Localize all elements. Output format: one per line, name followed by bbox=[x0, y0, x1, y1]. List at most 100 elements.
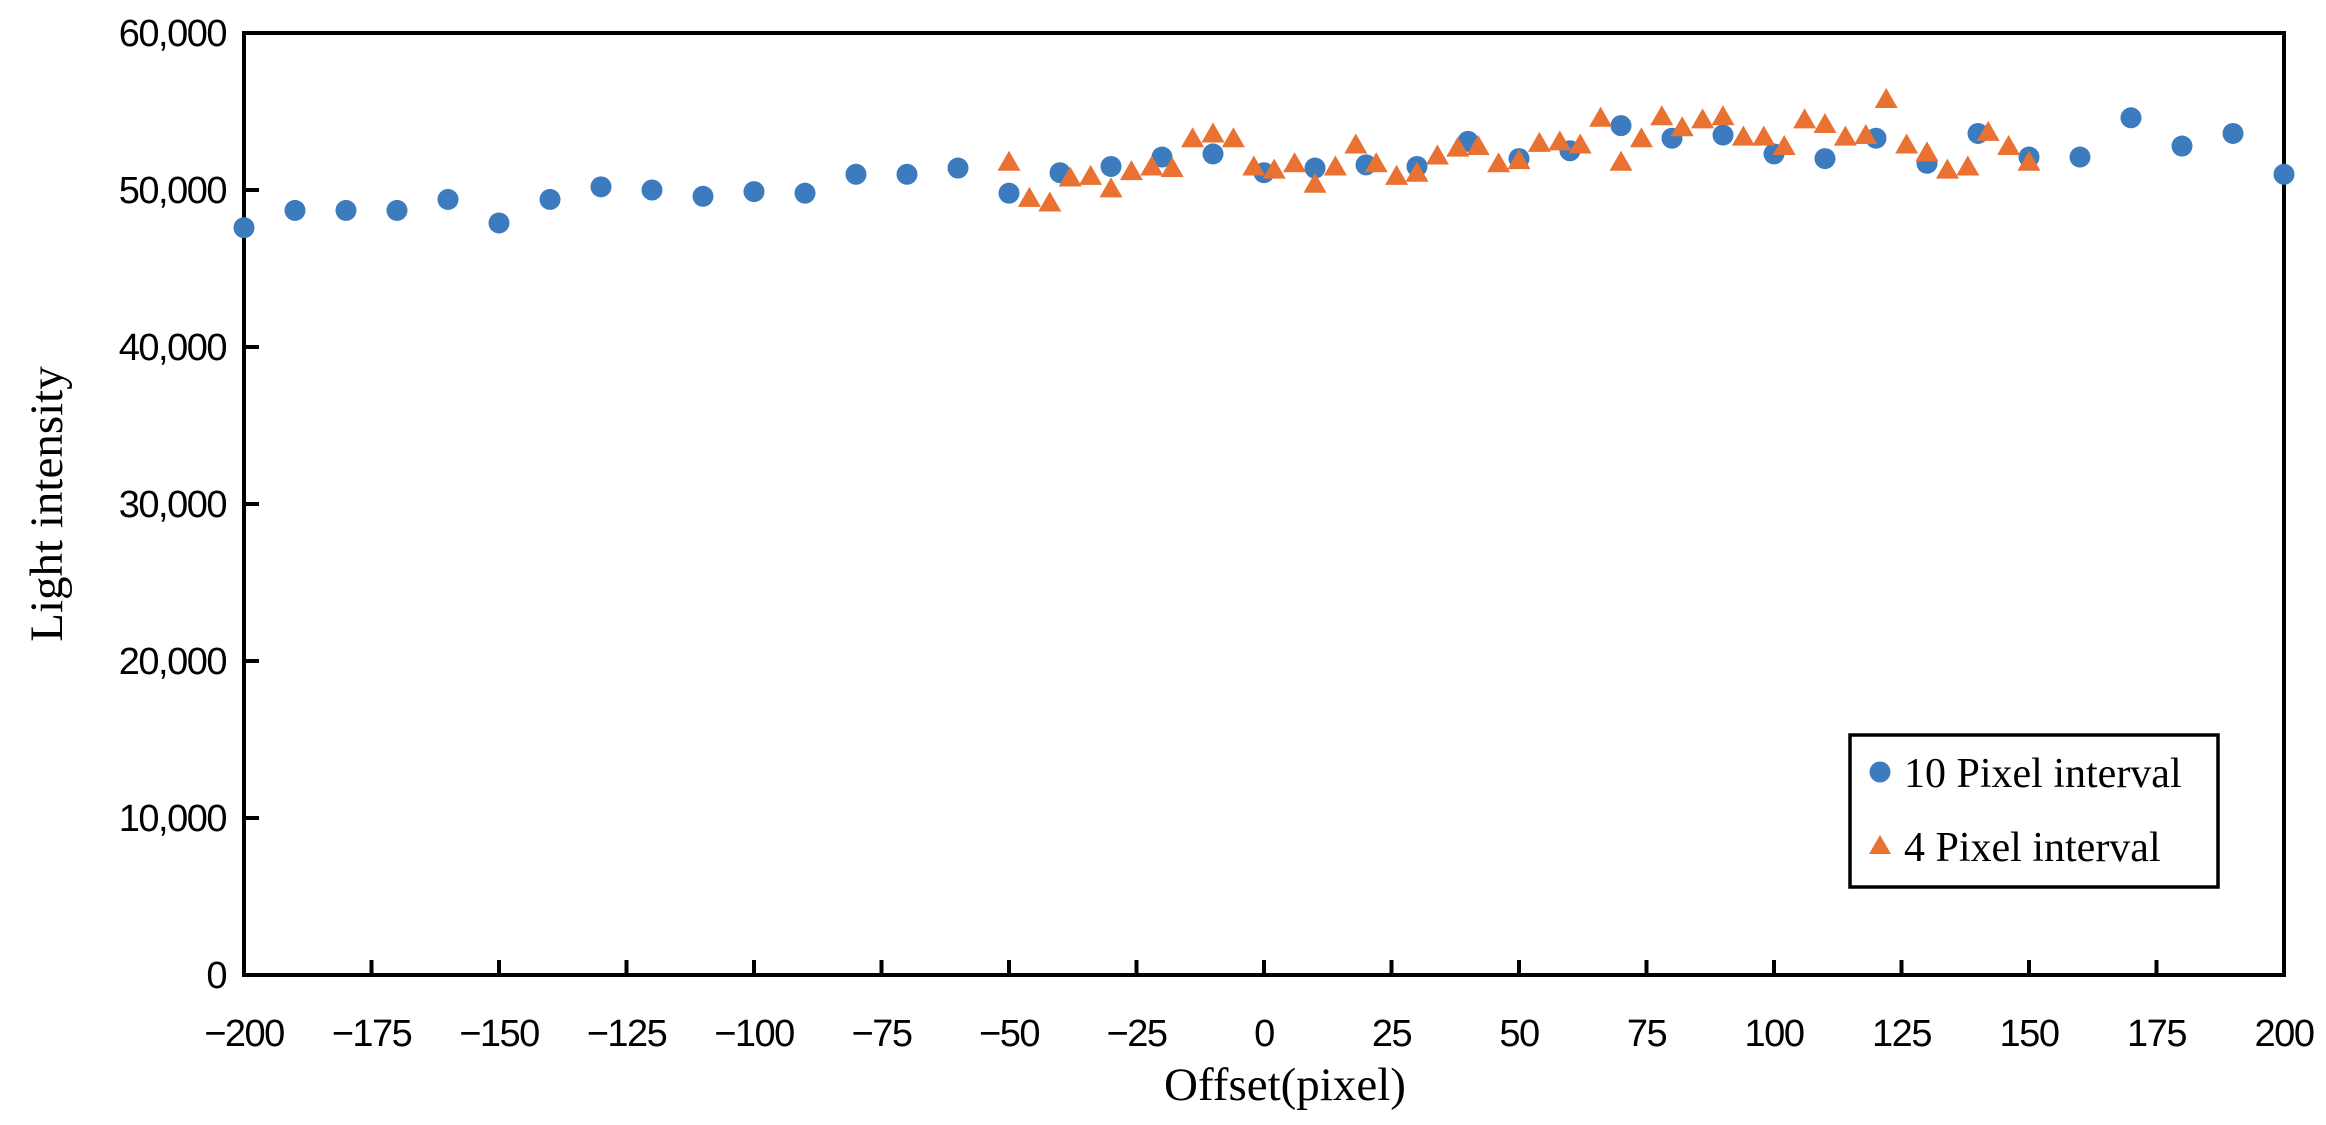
data-point-4px-interval bbox=[1895, 133, 1919, 154]
data-point-10px-interval bbox=[1100, 155, 1122, 177]
y-tick-label: 40,000 bbox=[119, 327, 227, 369]
x-tick-label: 50 bbox=[1499, 1013, 1539, 1055]
y-ticks-group: 0 10,000 20,000 30,000 40,000 50,000 60,000 bbox=[119, 13, 259, 997]
data-point-10px-interval bbox=[2120, 107, 2142, 129]
data-point-4px-interval bbox=[1221, 127, 1245, 148]
legend-box bbox=[1848, 733, 2220, 889]
data-point-10px-interval bbox=[2069, 146, 2091, 168]
data-point-4px-interval bbox=[1201, 122, 1225, 143]
x-tick-label: −175 bbox=[332, 1013, 412, 1055]
data-point-10px-interval bbox=[590, 176, 612, 198]
data-point-10px-interval bbox=[743, 181, 765, 203]
data-point-10px-interval bbox=[641, 179, 663, 201]
x-tick-label: −125 bbox=[587, 1013, 667, 1055]
data-point-4px-interval bbox=[1160, 157, 1184, 178]
data-point-4px-interval bbox=[1915, 141, 1939, 162]
x-tick-label: 200 bbox=[2255, 1013, 2314, 1055]
data-point-4px-interval bbox=[1466, 135, 1490, 156]
data-point-4px-interval bbox=[1344, 133, 1368, 154]
data-point-4px-interval bbox=[1874, 87, 1898, 108]
y-tick-label: 20,000 bbox=[119, 641, 227, 683]
data-point-4px-interval bbox=[1303, 172, 1327, 193]
data-point-4px-interval bbox=[1099, 177, 1123, 198]
data-point-4px-interval bbox=[1405, 161, 1429, 182]
y-tick-label: 60,000 bbox=[119, 13, 227, 55]
y-tick-label: 0 bbox=[206, 955, 226, 997]
data-point-10px-interval bbox=[335, 199, 357, 221]
data-point-4px-interval bbox=[1140, 155, 1164, 176]
data-point-10px-interval bbox=[488, 212, 510, 234]
data-point-4px-interval bbox=[1691, 108, 1715, 129]
data-point-4px-interval bbox=[1793, 108, 1817, 129]
data-point-10px-interval bbox=[896, 163, 918, 185]
x-tick-label: 25 bbox=[1372, 1013, 1412, 1055]
data-point-4px-interval bbox=[1670, 116, 1694, 137]
data-point-4px-interval bbox=[1283, 152, 1307, 173]
data-point-10px-interval bbox=[1712, 124, 1734, 146]
data-point-4px-interval bbox=[1017, 186, 1041, 207]
data-point-10px-interval bbox=[692, 185, 714, 207]
data-point-10px-interval bbox=[947, 157, 969, 179]
x-tick-label: 125 bbox=[1872, 1013, 1931, 1055]
data-point-4px-interval bbox=[1956, 155, 1980, 176]
x-axis-title: Offset(pixel) bbox=[1164, 1059, 1406, 1111]
data-point-4px-interval bbox=[1548, 130, 1572, 151]
data-point-10px-interval bbox=[998, 182, 1020, 204]
y-axis-title: Light intensity bbox=[21, 366, 73, 642]
data-point-4px-interval bbox=[1425, 144, 1449, 165]
data-point-4px-interval bbox=[1935, 158, 1959, 179]
data-point-4px-interval bbox=[1507, 149, 1531, 170]
y-tick-label: 10,000 bbox=[119, 798, 227, 840]
data-point-10px-interval bbox=[539, 188, 561, 210]
data-point-10px-interval bbox=[1304, 157, 1326, 179]
data-point-4px-interval bbox=[2017, 150, 2041, 171]
x-tick-label: 150 bbox=[2000, 1013, 2059, 1055]
data-point-4px-interval bbox=[1058, 166, 1082, 187]
legend-label-10px: 10 Pixel interval bbox=[1904, 751, 2182, 797]
data-point-4px-interval bbox=[1364, 152, 1388, 173]
data-point-10px-interval bbox=[233, 217, 255, 239]
data-point-10px-interval bbox=[386, 199, 408, 221]
data-point-4px-interval bbox=[1119, 160, 1143, 181]
data-point-10px-interval bbox=[2171, 135, 2193, 157]
data-point-4px-interval bbox=[1242, 155, 1266, 176]
data-point-10px-interval bbox=[2273, 163, 2295, 185]
x-tick-label: 175 bbox=[2127, 1013, 2186, 1055]
data-point-10px-interval bbox=[437, 188, 459, 210]
legend-marker-triangle bbox=[1869, 835, 1891, 854]
series-group bbox=[233, 87, 2295, 239]
y-tick-label: 30,000 bbox=[119, 484, 227, 526]
data-point-4px-interval bbox=[997, 150, 1021, 171]
data-point-4px-interval bbox=[1650, 105, 1674, 126]
data-point-4px-interval bbox=[1609, 150, 1633, 171]
data-point-10px-interval bbox=[794, 182, 816, 204]
data-point-10px-interval bbox=[1814, 148, 1836, 170]
data-point-4px-interval bbox=[1854, 124, 1878, 145]
data-point-4px-interval bbox=[1833, 125, 1857, 146]
data-point-10px-interval bbox=[284, 199, 306, 221]
data-point-4px-interval bbox=[1752, 125, 1776, 146]
data-point-4px-interval bbox=[1385, 164, 1409, 185]
data-point-4px-interval bbox=[1997, 135, 2021, 156]
x-tick-label: 100 bbox=[1745, 1013, 1804, 1055]
data-point-4px-interval bbox=[1813, 113, 1837, 134]
legend: 10 Pixel interval 4 Pixel interval bbox=[1848, 733, 2220, 889]
data-point-10px-interval bbox=[1610, 115, 1632, 137]
data-point-4px-interval bbox=[1262, 158, 1286, 179]
data-point-4px-interval bbox=[1038, 191, 1062, 212]
data-point-4px-interval bbox=[1446, 136, 1470, 157]
data-point-4px-interval bbox=[1589, 106, 1613, 127]
data-point-4px-interval bbox=[1527, 131, 1551, 152]
x-tick-label: 75 bbox=[1627, 1013, 1667, 1055]
data-point-10px-interval bbox=[2222, 122, 2244, 144]
x-tick-label: −150 bbox=[459, 1013, 539, 1055]
data-point-4px-interval bbox=[1629, 127, 1653, 148]
x-tick-label: −50 bbox=[979, 1013, 1039, 1055]
x-tick-label: −100 bbox=[714, 1013, 794, 1055]
data-point-4px-interval bbox=[1711, 105, 1735, 126]
series-triangle bbox=[997, 87, 2041, 212]
y-tick-label: 50,000 bbox=[119, 170, 227, 212]
x-tick-label: −200 bbox=[204, 1013, 284, 1055]
